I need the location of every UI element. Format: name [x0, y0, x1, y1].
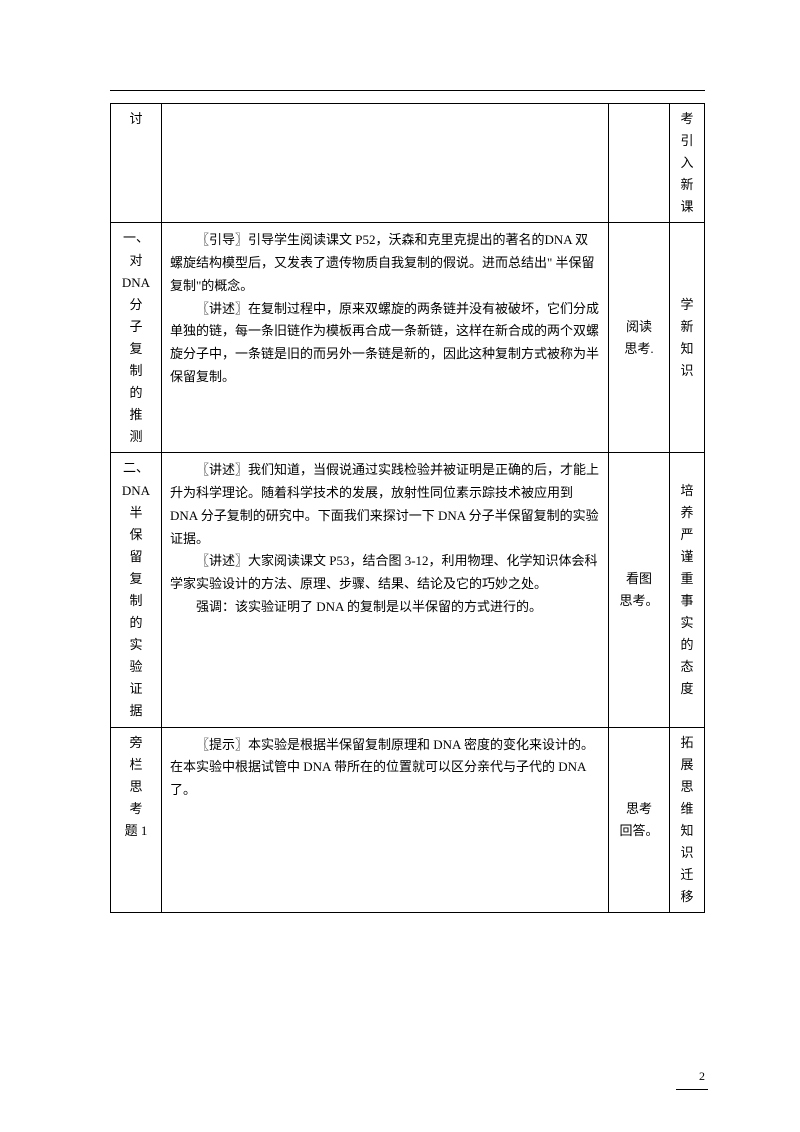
content-cell: [162, 104, 609, 223]
purpose-char: 度: [674, 678, 700, 700]
section-label-char: 半: [115, 502, 157, 524]
purpose-char: 的: [674, 634, 700, 656]
purpose-cell: 拓展思维知识迁移: [670, 727, 705, 913]
activity-line: 回答。: [613, 820, 665, 842]
section-label-char: DNA: [115, 272, 157, 294]
section-label: 讨: [111, 104, 162, 223]
content-paragraph: 〖引导〗引导学生阅读课文 P52，沃森和克里克提出的著名的DNA 双螺旋结构模型…: [170, 229, 600, 297]
activity-line: 思考。: [613, 590, 665, 612]
section-label-char: 子: [115, 316, 157, 338]
content-paragraph: 强调：该实验证明了 DNA 的复制是以半保留的方式进行的。: [170, 596, 600, 619]
purpose-char: 移: [674, 886, 700, 908]
section-label: 一、对DNA分子复制的推测: [111, 223, 162, 453]
purpose-char: 知: [674, 820, 700, 842]
student-activity: 看图思考。: [609, 453, 670, 727]
purpose-char: 谨: [674, 546, 700, 568]
activity-line: 思考.: [613, 338, 665, 360]
content-paragraph: 〖讲述〗在复制过程中，原来双螺旋的两条链并没有被破坏，它们分成单独的链，每一条旧…: [170, 298, 600, 389]
purpose-char: 养: [674, 502, 700, 524]
purpose-char: 培: [674, 480, 700, 502]
purpose-char: 思: [674, 776, 700, 798]
content-paragraph: 〖讲述〗大家阅读课文 P53，结合图 3-12，利用物理、化学知识体会科学家实验…: [170, 550, 600, 596]
lesson-table: 讨考引入新课一、对DNA分子复制的推测〖引导〗引导学生阅读课文 P52，沃森和克…: [110, 103, 705, 913]
content-cell: 〖引导〗引导学生阅读课文 P52，沃森和克里克提出的著名的DNA 双螺旋结构模型…: [162, 223, 609, 453]
content-cell: 〖提示〗本实验是根据半保留复制原理和 DNA 密度的变化来设计的。在本实验中根据…: [162, 727, 609, 913]
header-rule: [110, 90, 705, 91]
purpose-char: 事: [674, 590, 700, 612]
activity-line: 看图: [613, 568, 665, 590]
activity-line: 思考: [613, 798, 665, 820]
purpose-char: 引: [674, 130, 700, 152]
purpose-char: 实: [674, 612, 700, 634]
section-label-char: 保: [115, 524, 157, 546]
activity-line: 阅读: [613, 316, 665, 338]
section-label-char: 制: [115, 360, 157, 382]
purpose-char: 考: [674, 108, 700, 130]
section-label-char: 对: [115, 250, 157, 272]
section-label-char: 旁: [115, 732, 157, 754]
purpose-char: 学: [674, 294, 700, 316]
content-paragraph: 〖讲述〗我们知道，当假说通过实践检验并被证明是正确的后，才能上升为科学理论。随着…: [170, 459, 600, 550]
section-label-char: 验: [115, 656, 157, 678]
purpose-char: 识: [674, 360, 700, 382]
purpose-char: 展: [674, 754, 700, 776]
section-label-char: 复: [115, 568, 157, 590]
student-activity: [609, 104, 670, 223]
purpose-char: 维: [674, 798, 700, 820]
section-label-char: 二、: [115, 457, 157, 479]
section-label-char: 留: [115, 546, 157, 568]
purpose-char: 态: [674, 656, 700, 678]
purpose-char: 严: [674, 524, 700, 546]
purpose-char: 重: [674, 568, 700, 590]
purpose-char: 知: [674, 338, 700, 360]
student-activity: 阅读思考.: [609, 223, 670, 453]
section-label: 旁栏思考题 1: [111, 727, 162, 913]
purpose-char: 新: [674, 174, 700, 196]
purpose-char: 拓: [674, 732, 700, 754]
purpose-cell: 培养严谨重事实的态度: [670, 453, 705, 727]
section-label-char: 实: [115, 634, 157, 656]
purpose-cell: 学新知识: [670, 223, 705, 453]
section-label: 二、DNA半保留复制的实验证据: [111, 453, 162, 727]
section-label-char: 讨: [115, 108, 157, 130]
section-label-char: 测: [115, 426, 157, 448]
section-label-char: 推: [115, 404, 157, 426]
section-label-char: DNA: [115, 480, 157, 502]
purpose-char: 新: [674, 316, 700, 338]
purpose-cell: 考引入新课: [670, 104, 705, 223]
purpose-char: 迁: [674, 864, 700, 886]
section-label-char: 分: [115, 294, 157, 316]
purpose-char: 识: [674, 842, 700, 864]
section-label-char: 证: [115, 678, 157, 700]
student-activity: 思考回答。: [609, 727, 670, 913]
section-label-char: 栏: [115, 754, 157, 776]
section-label-char: 复: [115, 338, 157, 360]
section-label-char: 一、: [115, 227, 157, 249]
section-label-char: 据: [115, 700, 157, 722]
purpose-char: 入: [674, 152, 700, 174]
section-label-char: 制: [115, 590, 157, 612]
section-label-char: 题 1: [115, 820, 157, 842]
section-label-char: 考: [115, 798, 157, 820]
section-label-char: 的: [115, 382, 157, 404]
content-paragraph: 〖提示〗本实验是根据半保留复制原理和 DNA 密度的变化来设计的。在本实验中根据…: [170, 734, 600, 802]
page-number-underline: [676, 1089, 708, 1090]
section-label-char: 的: [115, 612, 157, 634]
purpose-char: 课: [674, 196, 700, 218]
section-label-char: 思: [115, 776, 157, 798]
content-cell: 〖讲述〗我们知道，当假说通过实践检验并被证明是正确的后，才能上升为科学理论。随着…: [162, 453, 609, 727]
page-number: 2: [699, 1069, 705, 1084]
